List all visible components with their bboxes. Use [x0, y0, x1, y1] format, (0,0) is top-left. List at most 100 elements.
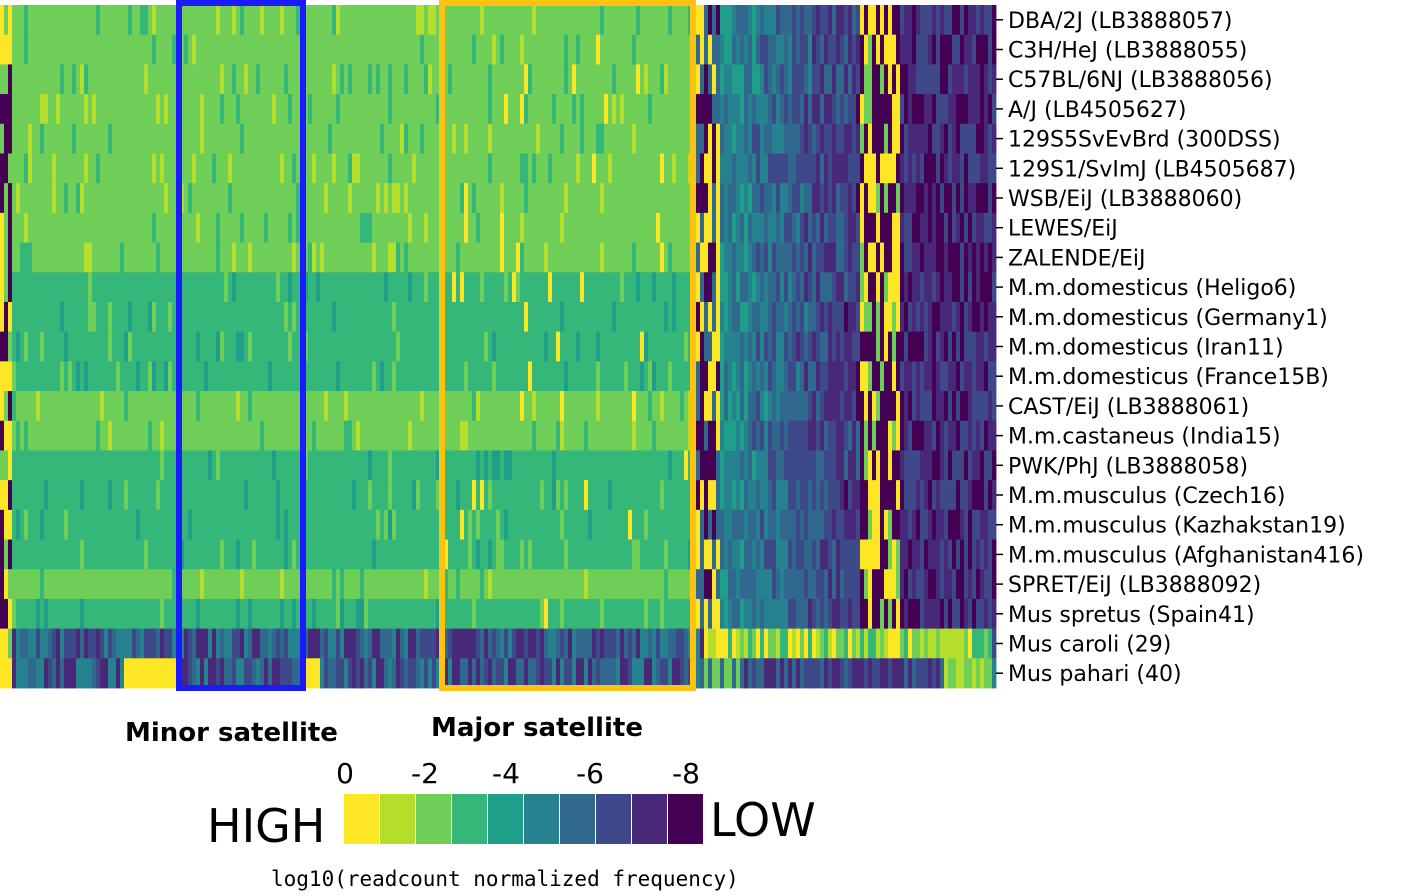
heatmap-cell: [372, 272, 377, 303]
heatmap-cell: [40, 539, 45, 570]
heatmap-cell: [308, 123, 313, 154]
heatmap-cell: [948, 5, 953, 36]
heatmap-cell: [504, 153, 509, 184]
heatmap-cell: [280, 480, 285, 511]
heatmap-cell: [984, 34, 989, 65]
heatmap-cell: [348, 509, 353, 540]
heatmap-cell: [696, 212, 701, 243]
heatmap-cell: [804, 64, 809, 95]
heatmap-cell: [108, 450, 113, 481]
heatmap-cell: [432, 539, 437, 570]
heatmap-cell: [124, 34, 129, 65]
heatmap-cell: [88, 361, 93, 392]
heatmap-cell: [272, 64, 277, 95]
heatmap-cell: [636, 34, 641, 65]
heatmap-cell: [40, 331, 45, 362]
heatmap-cell: [92, 450, 97, 481]
heatmap-cell: [64, 34, 69, 65]
heatmap-cell: [568, 212, 573, 243]
heatmap-cell: [308, 509, 313, 540]
heatmap-cell: [120, 34, 125, 65]
heatmap-cell: [904, 5, 909, 36]
heatmap-cell: [296, 569, 301, 600]
heatmap-cell: [456, 5, 461, 36]
heatmap-cell: [620, 123, 625, 154]
heatmap-cell: [200, 450, 205, 481]
heatmap-cell: [620, 331, 625, 362]
heatmap-cell: [384, 569, 389, 600]
heatmap-cell: [920, 569, 925, 600]
heatmap-cell: [856, 212, 861, 243]
heatmap-cell: [372, 420, 377, 451]
heatmap-cell: [976, 272, 981, 303]
heatmap-cell: [448, 34, 453, 65]
heatmap-cell: [216, 331, 221, 362]
heatmap-cell: [40, 212, 45, 243]
heatmap-cell: [416, 153, 421, 184]
heatmap-cell: [108, 509, 113, 540]
heatmap-cell: [560, 5, 565, 36]
heatmap-cell: [344, 183, 349, 214]
heatmap-cell: [560, 153, 565, 184]
heatmap-cell: [604, 331, 609, 362]
heatmap-cell: [388, 361, 393, 392]
heatmap-cell: [524, 569, 529, 600]
heatmap-cell: [908, 64, 913, 95]
heatmap-cell: [336, 242, 341, 273]
heatmap-cell: [76, 64, 81, 95]
heatmap-cell: [8, 153, 13, 184]
heatmap-cell: [224, 569, 229, 600]
heatmap-cell: [872, 480, 877, 511]
heatmap-cell: [16, 331, 21, 362]
heatmap-cell: [756, 153, 761, 184]
heatmap-cell: [212, 212, 217, 243]
heatmap-cell: [340, 64, 345, 95]
heatmap-cell: [12, 569, 17, 600]
heatmap-cell: [936, 272, 941, 303]
heatmap-cell: [132, 123, 137, 154]
heatmap-cell: [960, 420, 965, 451]
heatmap-cell: [448, 569, 453, 600]
heatmap-cell: [428, 539, 433, 570]
heatmap-cell: [468, 569, 473, 600]
heatmap-cell: [348, 331, 353, 362]
heatmap-cell: [108, 539, 113, 570]
heatmap-cell: [68, 272, 73, 303]
heatmap-cell: [832, 64, 837, 95]
heatmap-cell: [264, 480, 269, 511]
heatmap-cell: [940, 450, 945, 481]
heatmap-cell: [376, 64, 381, 95]
heatmap-cell: [776, 420, 781, 451]
heatmap-cell: [464, 94, 469, 125]
heatmap-cell: [780, 123, 785, 154]
heatmap-cell: [160, 509, 165, 540]
heatmap-cell: [680, 183, 685, 214]
heatmap-cell: [268, 391, 273, 422]
heatmap-cell: [328, 123, 333, 154]
heatmap-cell: [968, 509, 973, 540]
heatmap-cell: [348, 123, 353, 154]
heatmap-cell: [364, 153, 369, 184]
heatmap-cell: [488, 242, 493, 273]
heatmap-cell: [644, 242, 649, 273]
heatmap-cell: [8, 569, 13, 600]
heatmap-cell: [796, 420, 801, 451]
heatmap-cell: [532, 5, 537, 36]
heatmap-cell: [348, 242, 353, 273]
heatmap-cell: [520, 539, 525, 570]
heatmap-cell: [296, 183, 301, 214]
heatmap-cell: [796, 183, 801, 214]
heatmap-cell: [888, 94, 893, 125]
heatmap-cell: [560, 183, 565, 214]
heatmap-cell: [812, 272, 817, 303]
heatmap-cell: [896, 539, 901, 570]
heatmap-cell: [392, 569, 397, 600]
heatmap-cell: [976, 5, 981, 36]
heatmap-cell: [212, 480, 217, 511]
heatmap-cell: [760, 450, 765, 481]
heatmap-cell: [720, 123, 725, 154]
heatmap-cell: [444, 183, 449, 214]
heatmap-cell: [892, 242, 897, 273]
heatmap-cell: [372, 34, 377, 65]
heatmap-cell: [416, 5, 421, 36]
